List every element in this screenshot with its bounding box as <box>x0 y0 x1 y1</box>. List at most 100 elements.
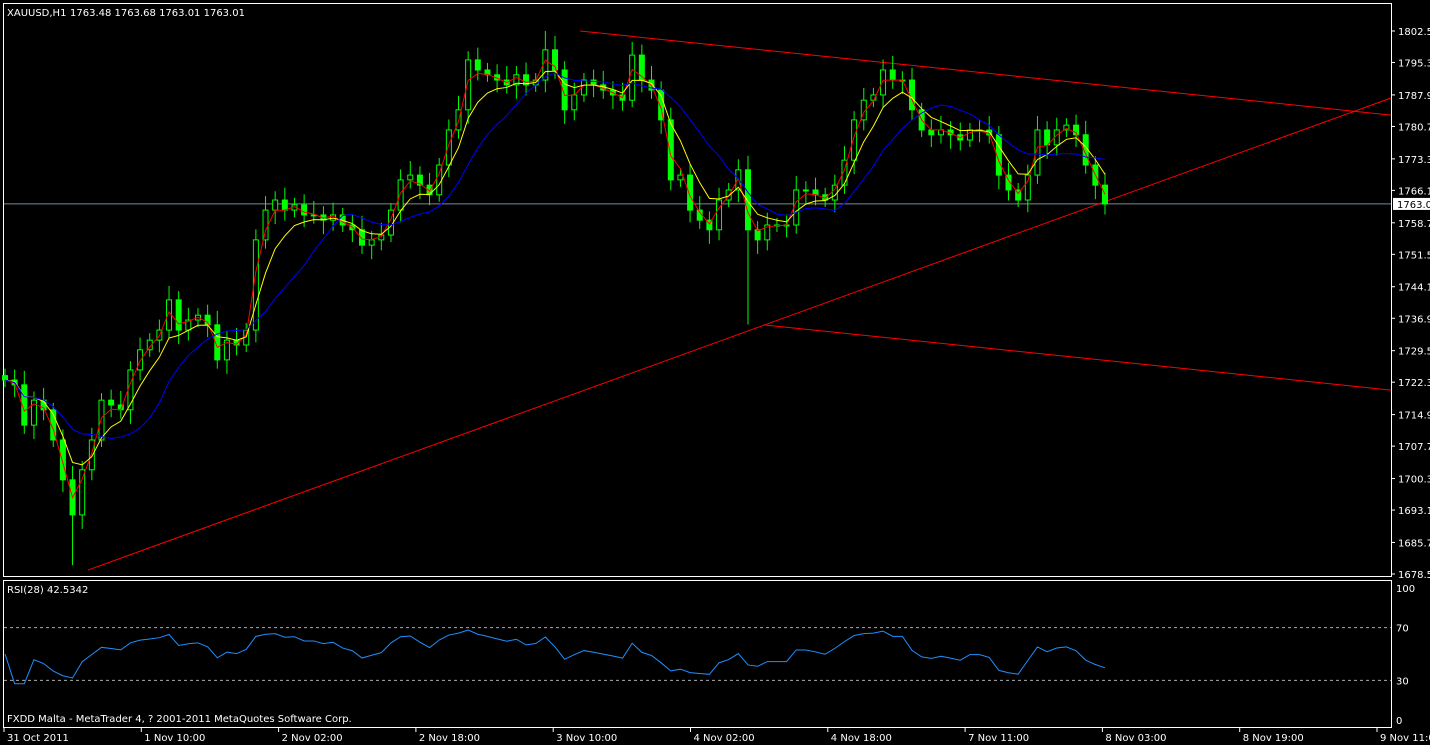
rsi-level-label: 100 <box>1396 584 1415 595</box>
candle-body <box>667 119 674 181</box>
candle <box>79 461 86 529</box>
candle-body <box>59 439 66 481</box>
candle <box>716 187 723 241</box>
ma-fast-line <box>4 59 1106 499</box>
candle <box>513 66 520 99</box>
candle-body <box>706 219 713 231</box>
candle-body <box>397 179 404 211</box>
candle-body <box>793 189 800 226</box>
rsi-pane[interactable] <box>3 580 1392 728</box>
candle-body <box>88 439 95 471</box>
candle-body <box>561 69 568 111</box>
y-tick-label: 1751.50 <box>1398 250 1430 261</box>
candle-body <box>281 199 288 211</box>
candle <box>1024 164 1031 213</box>
candle-body <box>1034 129 1041 176</box>
candle <box>137 337 144 381</box>
candle-body <box>1005 174 1012 191</box>
candle <box>851 111 858 175</box>
candle-body <box>687 174 694 211</box>
ma-mid-line <box>4 70 1106 466</box>
ohlc-readout: 1763.48 1763.68 1763.01 1763.01 <box>70 8 245 19</box>
candle-body <box>590 79 597 86</box>
candle-body <box>1102 184 1108 205</box>
x-tick-label: 9 Nov 11:00 <box>1380 733 1430 744</box>
candle-body <box>2 375 8 381</box>
y-tick-label: 1714.90 <box>1398 411 1430 422</box>
candle-body <box>214 324 221 361</box>
candle-body <box>764 224 771 241</box>
candle-body <box>175 299 182 331</box>
y-tick-label: 1802.50 <box>1398 27 1430 38</box>
y-tick-label: 1685.70 <box>1398 538 1430 549</box>
candle <box>146 333 153 357</box>
copyright-text: FXDD Malta - MetaTrader 4, ? 2001-2011 M… <box>7 714 352 725</box>
candle-body <box>445 129 452 166</box>
candle-body <box>98 399 105 441</box>
rsi-line <box>4 629 1106 685</box>
current-price-label: 1763.01 <box>1397 200 1430 211</box>
symbol-label: XAUUSD,H1 <box>7 8 66 19</box>
candle-body <box>909 79 916 111</box>
candle <box>667 107 674 191</box>
candle-body <box>368 239 375 246</box>
candle-body <box>889 69 896 81</box>
y-tick-label: 1707.70 <box>1398 442 1430 453</box>
y-tick-label: 1693.10 <box>1398 506 1430 517</box>
x-tick-label: 3 Nov 10:00 <box>556 733 617 744</box>
candle <box>561 61 568 124</box>
candle <box>474 47 481 81</box>
candle <box>214 310 221 369</box>
candle <box>359 215 366 254</box>
candle-body <box>465 59 472 111</box>
candle-body <box>137 349 144 371</box>
y-tick-label: 1722.30 <box>1398 378 1430 389</box>
candle-body <box>1063 124 1070 131</box>
candle-body <box>523 74 530 86</box>
candle-body <box>146 339 153 351</box>
y-tick-label: 1736.90 <box>1398 314 1430 325</box>
candle <box>1063 118 1070 137</box>
rsi-label: RSI(28) 42.5342 <box>7 585 88 596</box>
candle-body <box>1073 124 1080 136</box>
candle <box>416 166 423 200</box>
candle-body <box>301 204 308 216</box>
candle-body <box>513 74 520 86</box>
candle <box>523 62 530 96</box>
ma-slow-line <box>4 72 1106 439</box>
price-pane[interactable] <box>3 3 1392 577</box>
candle <box>436 157 443 202</box>
candle <box>59 429 66 493</box>
candle <box>108 389 115 418</box>
candle-body <box>841 159 848 186</box>
rsi-level-label: 0 <box>1396 716 1402 727</box>
candle-body <box>928 129 935 136</box>
candle-body <box>272 199 279 211</box>
candle-body <box>851 119 858 161</box>
y-tick-label: 1678.50 <box>1398 570 1430 581</box>
y-tick-label: 1729.50 <box>1398 347 1430 358</box>
x-tick-label: 1 Nov 10:00 <box>144 733 205 744</box>
candle-body <box>677 174 684 181</box>
candle-body <box>1015 189 1022 201</box>
trendline <box>580 30 1392 116</box>
y-tick-label: 1744.10 <box>1398 283 1430 294</box>
candle-body <box>407 174 414 181</box>
rsi-level-label: 30 <box>1396 676 1409 687</box>
candle-body <box>30 399 37 426</box>
x-tick-label: 4 Nov 02:00 <box>694 733 755 744</box>
candle-body <box>552 49 558 71</box>
candle-body <box>880 69 887 96</box>
candle-body <box>359 229 366 246</box>
y-tick-label: 1780.70 <box>1398 122 1430 133</box>
y-tick-label: 1700.30 <box>1398 475 1430 486</box>
x-tick-label: 7 Nov 11:00 <box>968 733 1029 744</box>
candle <box>1005 162 1012 201</box>
y-tick-label: 1766.10 <box>1398 186 1430 197</box>
candle <box>445 119 452 178</box>
candle <box>1073 114 1080 148</box>
current-price-tag <box>1393 197 1430 210</box>
x-tick-label: 8 Nov 03:00 <box>1105 733 1166 744</box>
candle <box>687 164 694 223</box>
